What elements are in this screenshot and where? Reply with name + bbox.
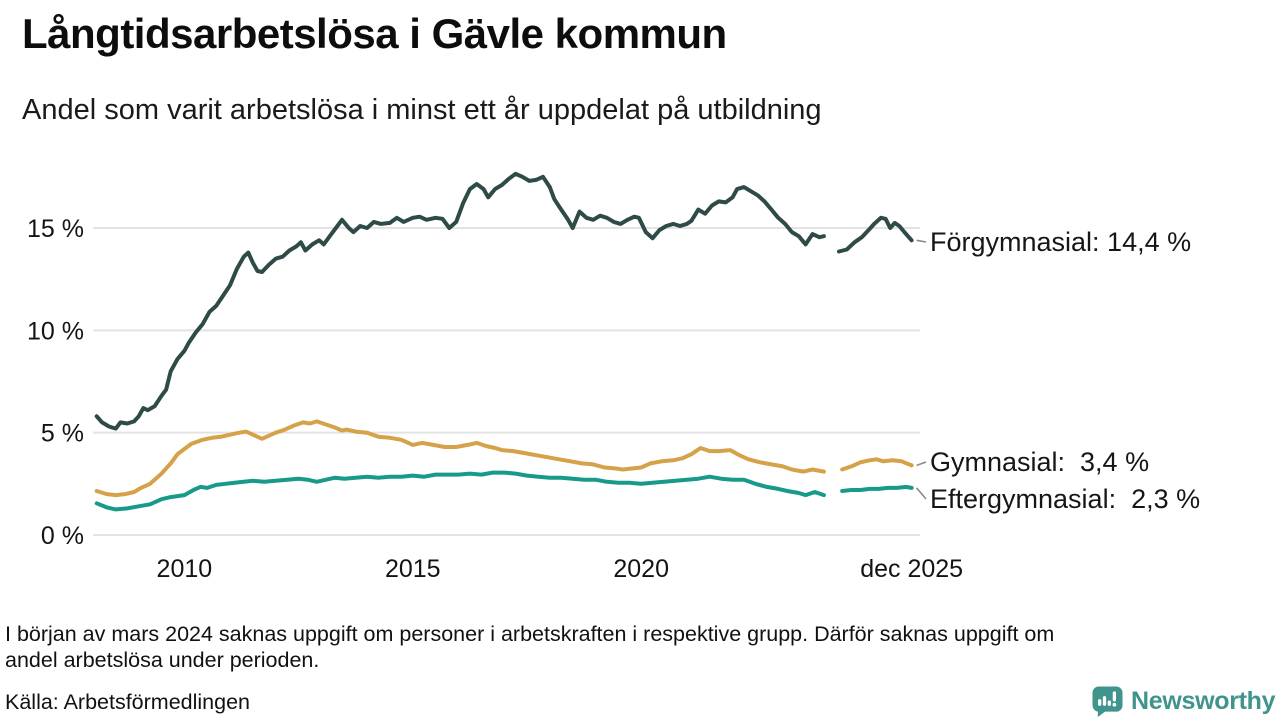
x-tick-label: dec 2025 (860, 555, 963, 583)
x-tick-label: 2015 (385, 555, 441, 583)
series-label-forgymnasial: Förgymnasial: 14,4 % (930, 227, 1192, 257)
newsworthy-wordmark: Newsworthy (1131, 687, 1276, 715)
line-segment (840, 457, 914, 472)
series-line-förgymnasial (94, 171, 914, 431)
line-segment (840, 484, 914, 493)
series-label-eftergymnasial: Eftergymnasial: 2,3 % (930, 484, 1201, 514)
y-tick-label: 10 % (27, 317, 84, 345)
label-connector (916, 239, 927, 243)
series-line-eftergymnasial (94, 470, 914, 512)
x-tick-label: 2010 (157, 555, 213, 583)
line-segment (94, 470, 826, 512)
label-connector (916, 461, 927, 467)
x-axis-tick-labels: 2010 2015 2020 dec 2025 (157, 555, 964, 583)
newsworthy-branding: Newsworthy (1092, 686, 1276, 717)
footnote-line-1: I början av mars 2024 saknas uppgift om … (5, 622, 1055, 646)
y-axis-tick-labels: 0 % 5 % 10 % 15 % (27, 215, 84, 550)
series-label-gymnasial: Gymnasial: 3,4 % (930, 447, 1150, 477)
line-segment (837, 215, 914, 254)
y-tick-label: 0 % (41, 522, 84, 550)
chart-subtitle: Andel som varit arbetslösa i minst ett å… (22, 94, 822, 126)
chart-title: Långtidsarbetslösa i Gävle kommun (22, 10, 727, 57)
newsworthy-chart-bubble-icon (1092, 686, 1123, 717)
footnote: I början av mars 2024 saknas uppgift om … (5, 621, 1265, 673)
line-segment (94, 419, 826, 498)
label-connector (916, 487, 927, 500)
y-tick-label: 15 % (27, 215, 84, 243)
line-segment (94, 171, 826, 431)
footnote-line-2: andel arbetslösa under perioden. (5, 648, 320, 672)
x-tick-label: 2020 (613, 555, 669, 583)
source-attribution: Källa: Arbetsförmedlingen (5, 690, 251, 714)
series-line-gymnasial (94, 419, 914, 498)
gridlines (93, 227, 920, 536)
y-tick-label: 5 % (41, 420, 84, 448)
